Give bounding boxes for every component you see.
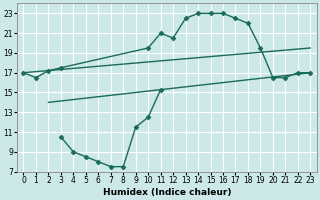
X-axis label: Humidex (Indice chaleur): Humidex (Indice chaleur) xyxy=(103,188,231,197)
